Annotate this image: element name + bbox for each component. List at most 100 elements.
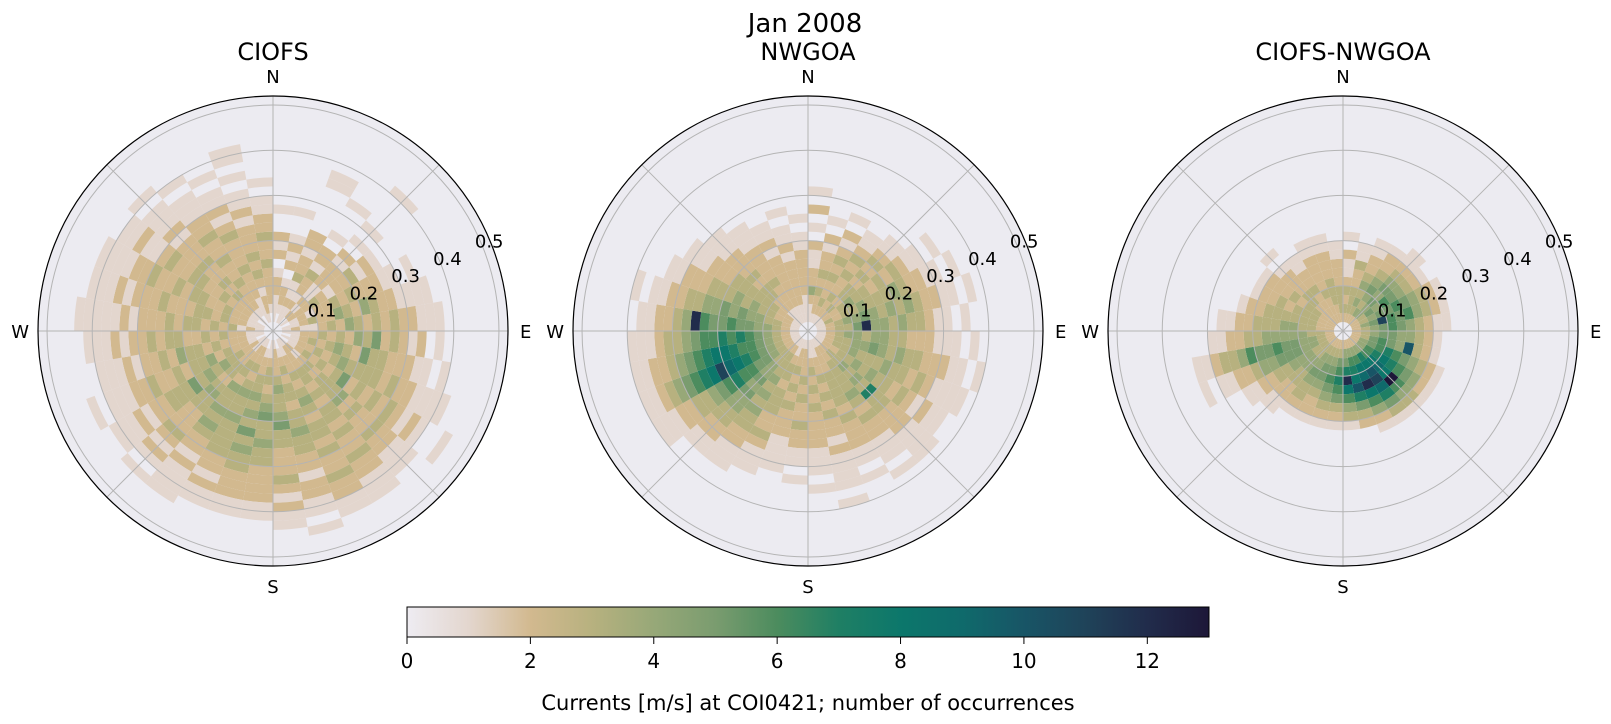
heatmap-cell [789,327,800,331]
heatmap-cell [326,320,337,331]
heatmap-cell [781,334,792,341]
heatmap-cell [932,307,944,331]
heatmap-cell [92,299,104,331]
heatmap-cell [332,306,345,321]
heatmap-cell [941,383,961,413]
heatmap-cell [219,312,231,324]
heatmap-cell [310,424,332,442]
heatmap-cell [767,432,790,447]
colorbar-tick-label: 10 [1011,649,1036,673]
heatmap-cell [828,441,852,456]
polar-grid [573,96,1043,566]
heatmap-cell [132,407,156,436]
heatmap-cell [316,440,341,459]
heatmap-cell [736,341,749,356]
heatmap-cell [862,294,876,310]
heatmap-cell [1296,268,1312,283]
heatmap-cell [273,491,303,503]
heatmap-cell [205,352,219,368]
heatmap-cell [877,267,895,286]
heatmap-cell [914,310,926,331]
heatmap-cell [1316,321,1327,328]
heatmap-cell [831,340,842,350]
polar-spine [572,95,1044,567]
heatmap-cell [219,338,231,350]
heatmap-cell [786,381,799,394]
heatmap-cell [1225,331,1237,352]
heatmap-cell [313,252,332,269]
heatmap-cell [1391,362,1406,378]
heatmap-cell [1343,312,1347,323]
heatmap-cell [288,317,299,325]
heatmap-cell [736,306,749,321]
heatmap-cell [273,482,302,494]
heatmap-cell [196,186,224,206]
heatmap-cell [1321,268,1334,281]
heatmap-cell [706,385,725,407]
heatmap-cell [1333,304,1340,315]
heatmap-cell [166,348,180,369]
heatmap-cell [798,338,805,348]
heatmap-cell [790,307,799,318]
heatmap-cell [753,331,764,341]
heatmap-cell [137,331,149,355]
heatmap-cell [1328,249,1343,260]
heatmap-cell [1243,331,1254,349]
heatmap-cell [740,294,754,310]
heatmap-cell [749,393,768,410]
heatmap-cell [168,190,197,214]
heatmap-cell [1421,361,1437,381]
heatmap-cell [735,318,746,331]
heatmap-cell [914,331,926,352]
heatmap-cell [249,195,273,207]
heatmap-cell [171,385,190,407]
heatmap-cell [255,332,265,338]
heatmap-cell [854,448,881,467]
heatmap-cell [758,458,785,474]
heatmap-cell [218,321,229,331]
heatmap-cell [390,377,409,404]
heatmap-cell [314,358,328,372]
radial-tick-label: 0.4 [1503,249,1532,270]
heatmap-cell [808,240,824,251]
heatmap-cell [1370,401,1389,416]
heatmap-cell [335,318,346,331]
heatmap-cell [1346,314,1353,324]
heatmap-cell [191,421,215,441]
heatmap-cell [317,321,328,331]
heatmap-cell [1307,318,1318,327]
heatmap-cell [784,340,795,349]
heatmap-cell [636,301,648,331]
heatmap-cell [948,386,970,417]
heatmap-cell [1270,318,1281,331]
heatmap-cell [682,398,705,424]
heatmap-cell [1429,276,1445,297]
heatmap-cell [1339,312,1343,323]
heatmap-cell [808,276,818,287]
heatmap-cell [139,232,163,259]
heatmap-cell [1332,384,1343,395]
heatmap-cell [772,318,783,327]
heatmap-cell [226,197,252,213]
heatmap-cell [833,318,844,327]
heatmap-cell [699,312,711,331]
heatmap-cell [273,402,288,413]
heatmap-cell [794,346,802,357]
heatmap-cell [345,197,372,221]
heatmap-cell [1324,297,1334,308]
heatmap-cell [156,174,188,200]
heatmap-cell [277,315,285,325]
heatmap-cell [294,449,320,465]
heatmap-cell [1198,380,1218,408]
heatmap-cell [232,372,246,386]
heatmap-cell [1370,246,1389,261]
heatmap-cell [245,398,261,412]
heatmap-cell [280,334,290,341]
heatmap-cell [273,500,305,512]
heatmap-cell [731,290,746,307]
heatmap-cell [276,347,283,358]
heatmap-cell [1405,355,1420,372]
heatmap-cell [248,390,263,403]
heatmap-cell [838,409,858,425]
heatmap-cell [1307,335,1318,344]
